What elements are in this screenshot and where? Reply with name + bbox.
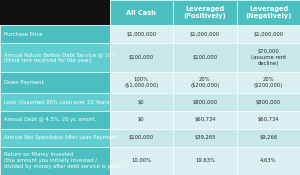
Text: Annual Net Spendable After Loan Payment: Annual Net Spendable After Loan Payment: [4, 135, 116, 140]
Text: 19.63%: 19.63%: [195, 158, 215, 163]
Bar: [173, 43, 237, 72]
Text: Annual Return Before Debt Service @ 10%
(think rent received for the year): Annual Return Before Debt Service @ 10% …: [4, 52, 116, 63]
Text: Loan (Assumed 80% Loan over 20 Years): Loan (Assumed 80% Loan over 20 Years): [4, 100, 111, 104]
Text: $0: $0: [138, 117, 145, 122]
Text: Down Payment: Down Payment: [4, 80, 43, 85]
Text: All Cash: All Cash: [126, 10, 156, 16]
Text: 20%
($200,000): 20% ($200,000): [190, 77, 220, 88]
Bar: [173, 72, 237, 93]
Bar: [237, 146, 300, 175]
Text: $1,000,000: $1,000,000: [254, 32, 284, 37]
Text: $0: $0: [138, 100, 145, 104]
Bar: [237, 0, 300, 25]
Bar: [237, 72, 300, 93]
Text: 10.00%: 10.00%: [131, 158, 151, 163]
Bar: [110, 93, 173, 111]
Bar: [110, 129, 173, 146]
Text: 20%
($200,000): 20% ($200,000): [254, 77, 283, 88]
Text: $60,734: $60,734: [258, 117, 279, 122]
Bar: [110, 43, 173, 72]
Bar: [0, 111, 110, 129]
Text: 100%
($1,000,000): 100% ($1,000,000): [124, 77, 158, 88]
Bar: [173, 129, 237, 146]
Bar: [173, 25, 237, 43]
Text: $9,266: $9,266: [259, 135, 278, 140]
Text: Purchase Price: Purchase Price: [4, 32, 42, 37]
Bar: [110, 146, 173, 175]
Text: Leveraged
(Negatively): Leveraged (Negatively): [245, 6, 292, 19]
Bar: [110, 0, 173, 25]
Text: Return on Money Invested
(the amount you initially invested /
divided by money a: Return on Money Invested (the amount you…: [4, 152, 122, 169]
Text: $39,265: $39,265: [194, 135, 216, 140]
Bar: [0, 129, 110, 146]
Bar: [0, 93, 110, 111]
Bar: [173, 146, 237, 175]
Bar: [237, 43, 300, 72]
Bar: [0, 72, 110, 93]
Text: Annual Debt @ 4.5%, 20 yr. amort.: Annual Debt @ 4.5%, 20 yr. amort.: [4, 117, 96, 122]
Text: $100,000: $100,000: [129, 135, 154, 140]
Bar: [0, 43, 110, 72]
Bar: [0, 146, 110, 175]
Text: $800,000: $800,000: [192, 100, 218, 104]
Text: $70,000
(assume rent
decline): $70,000 (assume rent decline): [251, 49, 286, 66]
Bar: [237, 93, 300, 111]
Bar: [110, 25, 173, 43]
Text: $100,000: $100,000: [192, 55, 218, 60]
Bar: [110, 111, 173, 129]
Text: 4.63%: 4.63%: [260, 158, 277, 163]
Text: $1,000,000: $1,000,000: [126, 32, 156, 37]
Bar: [0, 25, 110, 43]
Bar: [237, 25, 300, 43]
Text: Leveraged
(Positively): Leveraged (Positively): [184, 6, 226, 19]
Bar: [237, 129, 300, 146]
Text: $1,000,000: $1,000,000: [190, 32, 220, 37]
Bar: [0, 0, 110, 25]
Text: $100,000: $100,000: [129, 55, 154, 60]
Bar: [173, 93, 237, 111]
Bar: [173, 111, 237, 129]
Bar: [237, 111, 300, 129]
Text: $800,000: $800,000: [256, 100, 281, 104]
Bar: [110, 72, 173, 93]
Text: $60,734: $60,734: [194, 117, 216, 122]
Bar: [173, 0, 237, 25]
